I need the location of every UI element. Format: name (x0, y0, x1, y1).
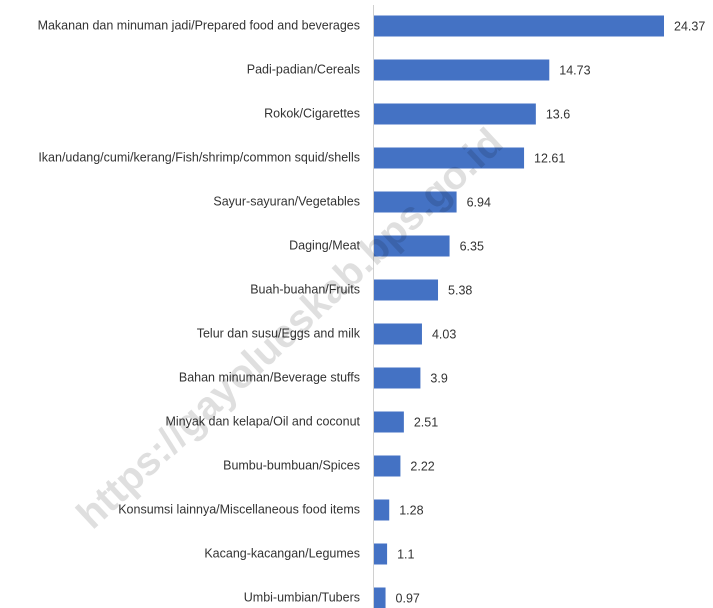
bar (374, 499, 390, 521)
value-label: 6.35 (460, 239, 484, 253)
bar (374, 323, 422, 345)
category-label: Ikan/udang/cumi/kerang/Fish/shrimp/commo… (38, 150, 360, 164)
category-label: Umbi-umbian/Tubers (244, 590, 360, 604)
value-label: 24.37 (674, 19, 705, 33)
value-label: 12.61 (534, 151, 565, 165)
value-label: 5.38 (448, 283, 472, 297)
category-label: Buah-buahan/Fruits (250, 282, 360, 296)
bar (374, 367, 421, 389)
category-label: Rokok/Cigarettes (264, 106, 360, 120)
bar (374, 15, 665, 37)
category-label: Padi-padian/Cereals (247, 62, 360, 76)
category-label: Telur dan susu/Eggs and milk (197, 326, 361, 340)
value-label: 6.94 (467, 195, 491, 209)
category-label: Makanan dan minuman jadi/Prepared food a… (38, 18, 360, 32)
category-label: Sayur-sayuran/Vegetables (213, 194, 360, 208)
value-label: 13.6 (546, 107, 570, 121)
bar (374, 543, 388, 565)
bar (374, 59, 550, 81)
bar (374, 103, 536, 125)
value-label: 14.73 (559, 63, 590, 77)
category-label: Kacang-kacangan/Legumes (204, 546, 360, 560)
category-label: Bumbu-bumbuan/Spices (223, 458, 360, 472)
category-label: Konsumsi lainnya/Miscellaneous food item… (118, 502, 360, 516)
bar (374, 455, 401, 477)
category-label: Daging/Meat (289, 238, 360, 252)
value-label: 4.03 (432, 327, 456, 341)
category-label: Minyak dan kelapa/Oil and coconut (165, 414, 360, 428)
value-label: 3.9 (430, 371, 447, 385)
bar (374, 147, 525, 169)
plot: Makanan dan minuman jadi/Prepared food a… (38, 15, 705, 608)
bar (374, 235, 450, 257)
value-label: 1.1 (397, 547, 414, 561)
bar (374, 587, 386, 608)
value-label: 1.28 (399, 503, 423, 517)
value-label: 0.97 (396, 591, 420, 605)
bar (374, 279, 439, 301)
category-label: Bahan minuman/Beverage stuffs (179, 370, 360, 384)
value-label: 2.22 (410, 459, 434, 473)
value-label: 2.51 (414, 415, 438, 429)
bar (374, 411, 404, 433)
bar (374, 191, 457, 213)
